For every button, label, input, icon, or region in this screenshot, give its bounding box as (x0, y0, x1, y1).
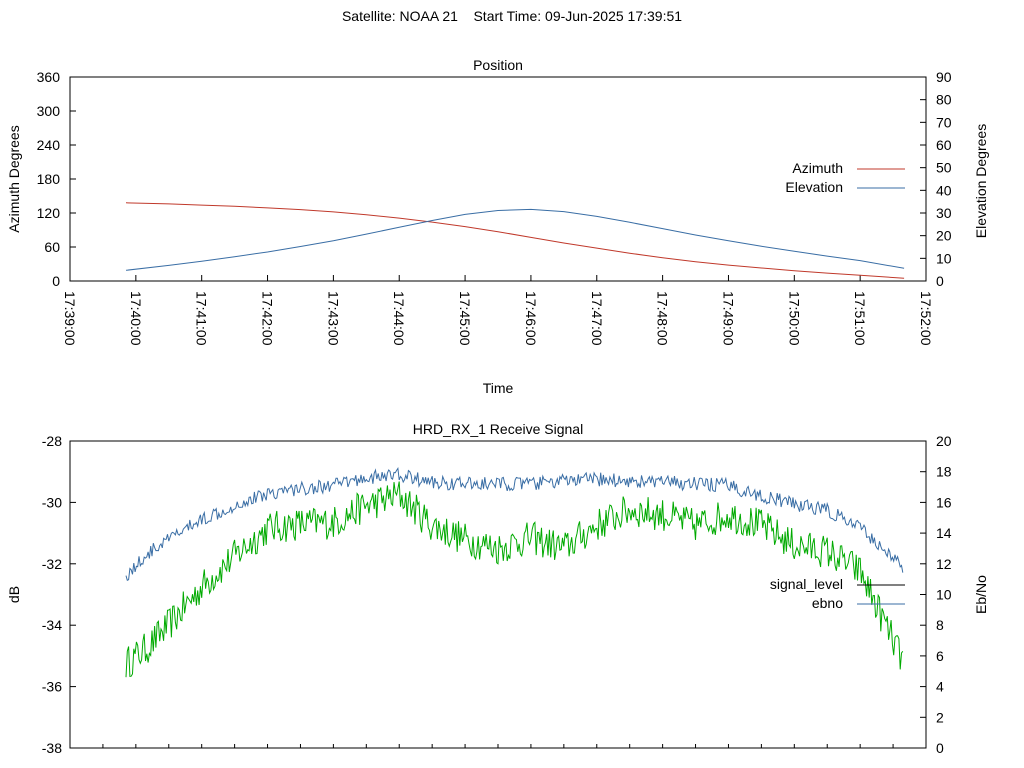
signal-left-tick-label: -36 (42, 679, 62, 695)
position-x-axis-label: Time (483, 380, 514, 396)
position-x-tick-label: 17:51:00 (852, 291, 868, 346)
signal-right-tick-label: 20 (936, 433, 952, 449)
signal-right-tick-label: 18 (936, 464, 952, 480)
position-y-axis-label: Azimuth Degrees (6, 125, 22, 232)
position-x-tick-label: 17:52:00 (918, 291, 934, 346)
signal-chart-title: HRD_RX_1 Receive Signal (413, 421, 583, 437)
position-right-tick-label: 70 (936, 114, 952, 130)
signal-y2-axis-label: Eb/No (973, 575, 989, 614)
series-line-ebno (125, 466, 904, 582)
position-x-tick-label: 17:41:00 (194, 291, 210, 346)
signal-right-tick-label: 0 (936, 740, 944, 756)
figure-title: Satellite: NOAA 21 Start Time: 09-Jun-20… (341, 8, 683, 24)
position-x-tick-label: 17:40:00 (128, 291, 144, 346)
position-x-tick-label: 17:48:00 (655, 291, 671, 346)
position-x-tick-label: 17:46:00 (523, 291, 539, 346)
position-x-tick-label: 17:45:00 (457, 291, 473, 346)
position-right-tick-label: 40 (936, 182, 952, 198)
position-left-tick-label: 0 (52, 273, 60, 289)
signal-left-tick-label: -32 (42, 556, 62, 572)
position-x-tick-label: 17:50:00 (786, 291, 802, 346)
position-right-tick-label: 60 (936, 137, 952, 153)
position-left-tick-label: 300 (37, 103, 61, 119)
legend-label-azimuth: Azimuth (792, 160, 843, 176)
position-chart-title: Position (473, 57, 523, 73)
position-x-tick-label: 17:42:00 (260, 291, 276, 346)
position-x-tick-label: 17:39:00 (62, 291, 78, 346)
position-right-tick-label: 50 (936, 160, 952, 176)
signal-left-tick-label: -38 (42, 740, 62, 756)
signal-trace-green (125, 481, 904, 678)
position-x-tick-label: 17:49:00 (720, 291, 736, 346)
position-right-tick-label: 80 (936, 92, 952, 108)
legend-label-signal-level: signal_level (770, 576, 843, 592)
position-x-tick-label: 17:43:00 (325, 291, 341, 346)
signal-right-tick-label: 12 (936, 556, 952, 572)
signal-y-axis-label: dB (6, 586, 22, 603)
signal-left-tick-label: -30 (42, 494, 62, 510)
position-left-tick-label: 120 (37, 205, 61, 221)
position-x-tick-label: 17:47:00 (589, 291, 605, 346)
position-left-tick-label: 60 (44, 239, 60, 255)
signal-right-tick-label: 2 (936, 709, 944, 725)
position-right-tick-label: 10 (936, 250, 952, 266)
position-left-tick-label: 360 (37, 69, 61, 85)
signal-right-tick-label: 4 (936, 679, 944, 695)
position-left-tick-label: 180 (37, 171, 61, 187)
signal-right-tick-label: 6 (936, 648, 944, 664)
signal-left-tick-label: -28 (42, 433, 62, 449)
position-x-tick-label: 17:44:00 (391, 291, 407, 346)
position-right-tick-label: 90 (936, 69, 952, 85)
series-line-azimuth (125, 202, 905, 279)
legend-label-elevation: Elevation (785, 179, 843, 195)
position-right-tick-label: 0 (936, 273, 944, 289)
series-line-elevation (125, 208, 905, 271)
signal-right-tick-label: 8 (936, 617, 944, 633)
signal-left-tick-label: -34 (42, 617, 62, 633)
position-left-tick-label: 240 (37, 137, 61, 153)
signal-right-tick-label: 14 (936, 525, 952, 541)
legend-label-ebno: ebno (812, 595, 843, 611)
position-y2-axis-label: Elevation Degrees (973, 124, 989, 238)
signal-right-tick-label: 16 (936, 494, 952, 510)
position-right-tick-label: 30 (936, 205, 952, 221)
position-right-tick-label: 20 (936, 228, 952, 244)
signal-right-tick-label: 10 (936, 587, 952, 603)
